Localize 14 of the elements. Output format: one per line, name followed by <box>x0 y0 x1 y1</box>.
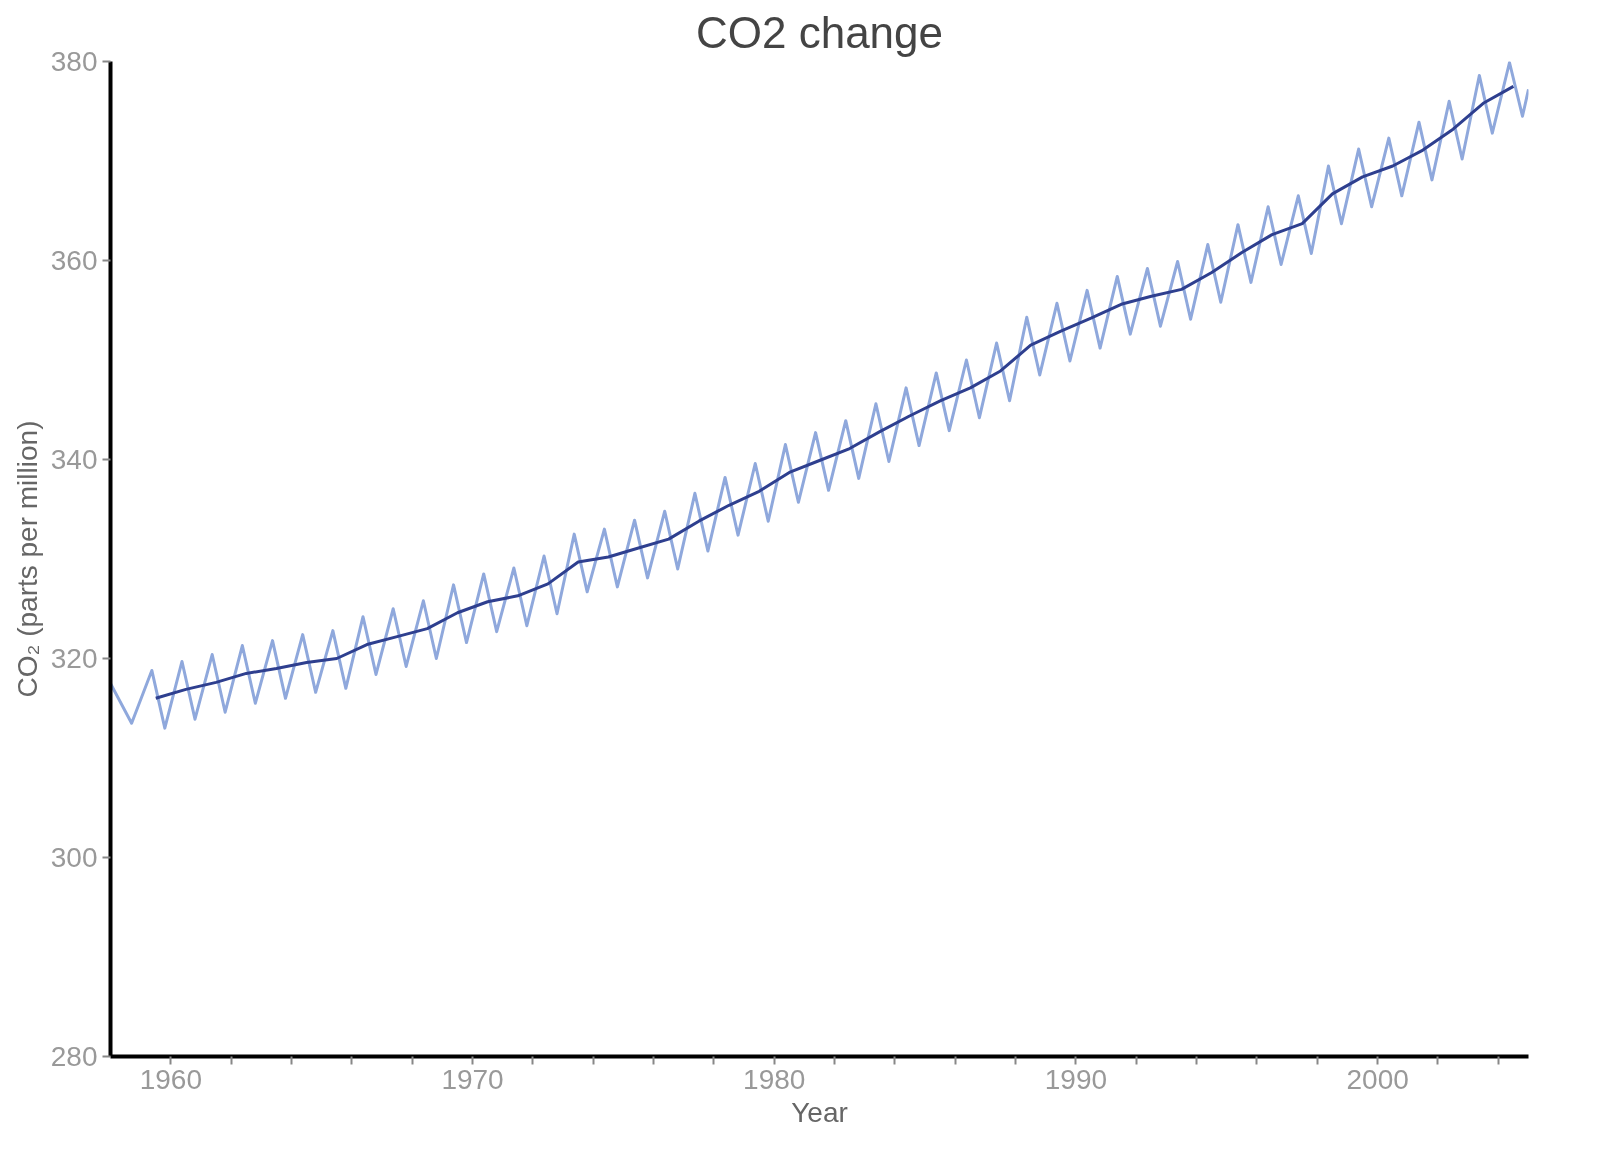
y-tick-label: 280 <box>50 1041 98 1072</box>
y-tick-label: 320 <box>50 643 98 674</box>
y-axis-title: CO₂ (parts per million) <box>11 420 43 698</box>
x-axis-title: Year <box>791 1096 848 1128</box>
chart-title: CO2 change <box>695 7 944 57</box>
y-tick-label: 380 <box>50 46 98 77</box>
x-tick-label: 1980 <box>743 1063 806 1095</box>
x-tick-label: 1970 <box>441 1063 504 1095</box>
x-tick-label: 2000 <box>1346 1063 1409 1095</box>
x-tick-label: 1990 <box>1044 1063 1108 1095</box>
y-tick-label: 340 <box>50 444 98 475</box>
y-tick-label: 300 <box>50 842 98 873</box>
y-tick-label: 360 <box>50 245 98 276</box>
x-tick-label: 1960 <box>139 1063 202 1095</box>
